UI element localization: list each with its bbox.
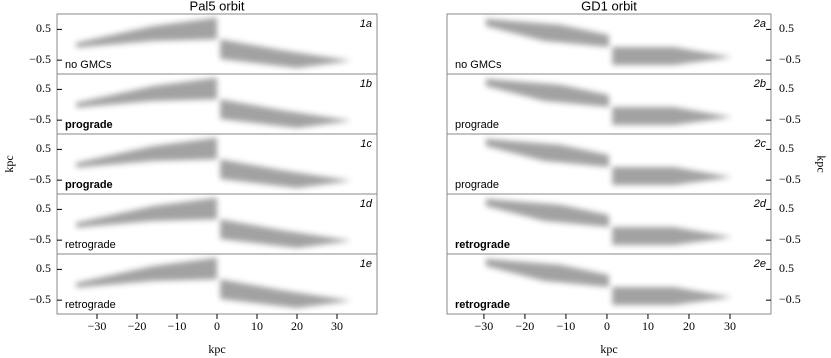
stream-density (76, 17, 217, 48)
y-tick-label: 0.5 (779, 141, 794, 155)
panel: 2b prograde 0.5 −0.5 (446, 73, 801, 135)
y-tick-label: −0.5 (779, 112, 801, 126)
stream-density (220, 219, 352, 248)
panel: 1e retrograde 0.5 −0.5 (29, 253, 378, 315)
x-tick-label: −10 (168, 319, 187, 333)
y-tick-label: 0.5 (36, 21, 51, 35)
x-tick-label: −30 (88, 319, 107, 333)
x-tick-label: −30 (475, 319, 494, 333)
panel-label: prograde (455, 119, 499, 131)
panel: 2c prograde 0.5 −0.5 (446, 133, 801, 195)
x-tick-label: 10 (642, 319, 654, 333)
y-tick-label: 0.5 (779, 81, 794, 95)
stream-density (220, 279, 352, 308)
stream-density (612, 107, 733, 125)
x-tick-label: 20 (683, 319, 695, 333)
y-tick-label: −0.5 (29, 172, 51, 186)
y-tick-label: 0.5 (36, 261, 51, 275)
panel-label: prograde (455, 179, 499, 191)
y-tick-label: −0.5 (29, 52, 51, 66)
y-tick-label: −0.5 (29, 292, 51, 306)
y-tick-label: 0.5 (36, 201, 51, 215)
stream-density (612, 227, 733, 245)
y-tick-label: −0.5 (779, 292, 801, 306)
y-tick-label: 0.5 (779, 261, 794, 275)
panel-tag: 2e (753, 258, 766, 270)
stream-density (612, 167, 733, 185)
stream-density (76, 257, 217, 288)
stream-density (76, 137, 217, 168)
x-tick-label: −20 (516, 319, 535, 333)
panel-tag: 2b (753, 78, 766, 90)
y-axis-label: kpc (2, 155, 16, 172)
panel: 2d retrograde 0.5 −0.5 (446, 193, 801, 255)
panel-tag: 1c (360, 138, 372, 150)
panel-label: retrograde (455, 299, 510, 311)
panel-tag: 1d (360, 198, 373, 210)
column-title: Pal5 orbit (190, 0, 245, 13)
panel-label: retrograde (455, 239, 510, 251)
panel-tag: 1e (360, 258, 372, 270)
stream-density (76, 197, 217, 228)
y-tick-label: 0.5 (779, 21, 794, 35)
stream-density (485, 198, 609, 227)
stream-density (485, 258, 609, 287)
x-tick-label: 10 (251, 319, 263, 333)
x-axis-label: kpc (208, 342, 225, 356)
stream-density (220, 159, 352, 188)
x-tick-label: −20 (128, 319, 147, 333)
stream-density (76, 77, 217, 108)
x-axis-label: kpc (600, 342, 617, 356)
panel-label: retrograde (65, 299, 116, 311)
panel-tag: 2a (753, 18, 766, 30)
y-tick-label: −0.5 (779, 232, 801, 246)
panel: 1a no GMCs 0.5 −0.5 (29, 13, 378, 75)
panel-label: retrograde (65, 239, 116, 251)
x-tick-label: 30 (724, 319, 736, 333)
panel-label: prograde (65, 179, 113, 191)
x-tick-label: 20 (291, 319, 303, 333)
panel-label: no GMCs (455, 59, 502, 71)
y-tick-label: 0.5 (36, 81, 51, 95)
y-tick-label: 0.5 (779, 201, 794, 215)
panel-tag: 1b (360, 78, 372, 90)
stream-density (220, 39, 352, 68)
stream-density (485, 18, 609, 47)
x-tick-label: 0 (604, 319, 610, 333)
stream-density (612, 287, 733, 305)
panel: 1b prograde 0.5 −0.5 (29, 73, 378, 135)
y-tick-label: 0.5 (36, 141, 51, 155)
panel-tag: 2c (753, 138, 766, 150)
x-tick-label: 0 (214, 319, 220, 333)
panel-tag: 1a (360, 18, 372, 30)
panel: 1d retrograde 0.5 −0.5 (29, 193, 378, 255)
y-tick-label: −0.5 (779, 52, 801, 66)
column-title: GD1 orbit (581, 0, 637, 13)
panel-label: prograde (65, 119, 113, 131)
panel-tag: 2d (753, 198, 767, 210)
stream-density (485, 78, 609, 107)
panel-frame (446, 253, 772, 315)
stream-density (220, 99, 352, 128)
x-tick-label: −10 (557, 319, 576, 333)
panel: 1c prograde 0.5 −0.5 (29, 133, 378, 195)
y-tick-label: −0.5 (779, 172, 801, 186)
y-tick-label: −0.5 (29, 112, 51, 126)
stream-density (612, 47, 733, 65)
panel: 2a no GMCs 0.5 −0.5 (446, 13, 801, 75)
y-axis-label: kpc (814, 155, 828, 172)
x-tick-label: 30 (331, 319, 343, 333)
panel: 2e retrograde 0.5 −0.5 (446, 253, 801, 315)
y-tick-label: −0.5 (29, 232, 51, 246)
stream-density (485, 138, 609, 167)
panel-label: no GMCs (65, 59, 112, 71)
